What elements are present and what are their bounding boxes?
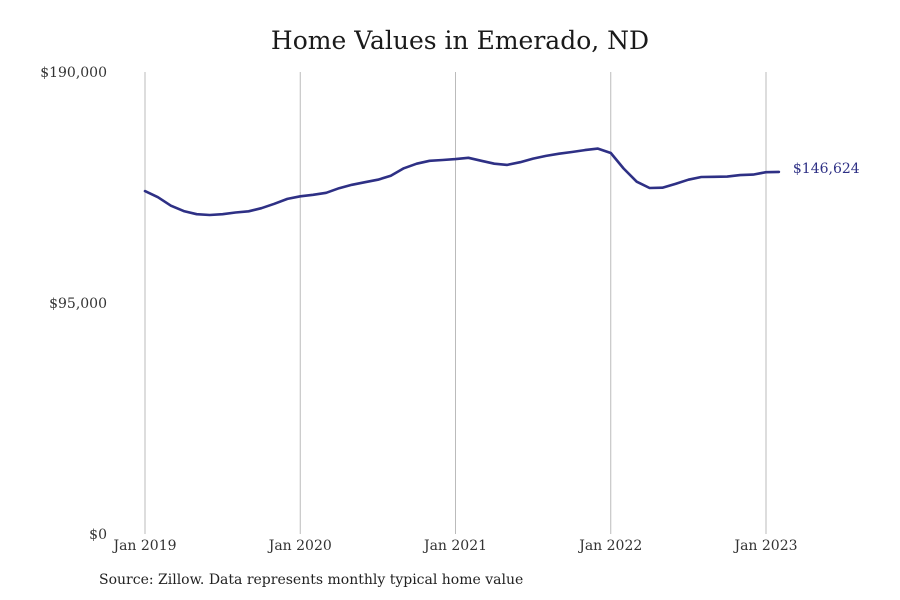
x-axis-tick-labels: Jan 2019 Jan 2020 Jan 2021 Jan 2022 Jan 2023	[111, 538, 797, 554]
x-tick-label: Jan 2021	[422, 538, 487, 554]
vertical-gridlines	[144, 72, 767, 534]
y-tick-label: $0	[89, 527, 107, 543]
y-tick-label: $95,000	[49, 296, 107, 312]
source-note: Source: Zillow. Data represents monthly …	[99, 572, 524, 588]
x-tick-label: Jan 2019	[111, 538, 176, 554]
home-value-line	[143, 147, 781, 217]
chart-title: Home Values in Emerado, ND	[270, 26, 650, 55]
x-tick-label: Jan 2020	[267, 538, 332, 554]
x-tick-label: Jan 2023	[732, 538, 797, 554]
x-tick-label: Jan 2022	[577, 538, 642, 554]
latest-value-label: $146,624	[793, 161, 860, 177]
y-axis-tick-labels: $0 $95,000 $190,000	[40, 65, 107, 543]
y-tick-label: $190,000	[40, 65, 107, 81]
